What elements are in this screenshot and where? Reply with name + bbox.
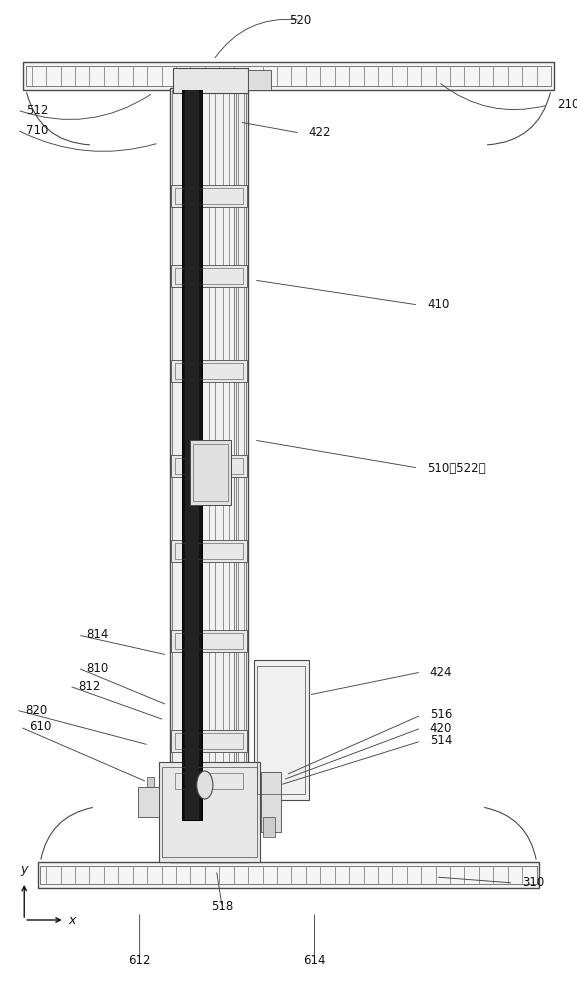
Text: 410: 410	[427, 298, 449, 311]
Text: x: x	[68, 914, 76, 927]
Bar	[171, 730, 247, 752]
Bar	[159, 762, 260, 862]
Text: 310: 310	[522, 876, 545, 890]
Bar	[171, 185, 247, 207]
Text: 710: 710	[26, 123, 48, 136]
Bar	[171, 540, 247, 562]
Bar	[170, 88, 248, 862]
Bar	[175, 268, 243, 284]
Text: 514: 514	[430, 734, 452, 748]
Bar	[171, 630, 247, 652]
Bar	[261, 772, 281, 832]
Bar	[175, 633, 243, 649]
Text: 210: 210	[557, 99, 577, 111]
Bar	[173, 68, 248, 93]
Bar	[172, 90, 182, 860]
Text: 420: 420	[430, 722, 452, 734]
Text: 520: 520	[289, 13, 311, 26]
Text: 610: 610	[29, 720, 51, 734]
Text: 512: 512	[26, 104, 48, 116]
Bar	[193, 444, 228, 501]
Text: 424: 424	[430, 666, 452, 679]
Bar	[162, 767, 257, 857]
Bar	[175, 188, 243, 204]
Bar	[40, 866, 537, 884]
Bar	[236, 90, 246, 860]
Bar	[185, 90, 234, 860]
Bar	[175, 773, 243, 789]
Text: 820: 820	[25, 704, 47, 716]
Bar	[175, 543, 243, 559]
Bar	[171, 265, 247, 287]
Bar	[182, 90, 202, 820]
Bar	[175, 733, 243, 749]
Circle shape	[197, 771, 213, 799]
Bar	[147, 777, 154, 787]
Bar	[175, 363, 243, 379]
Bar	[171, 360, 247, 382]
Bar	[254, 660, 309, 800]
Text: y: y	[21, 863, 28, 876]
Bar	[185, 90, 199, 820]
Bar	[248, 70, 271, 90]
Bar	[26, 66, 551, 86]
Bar	[23, 62, 554, 90]
Bar	[257, 666, 305, 794]
Bar	[190, 440, 231, 505]
Text: 812: 812	[78, 680, 100, 693]
Bar	[175, 458, 243, 474]
Bar	[171, 770, 247, 792]
Text: 810: 810	[87, 662, 109, 675]
Text: 422: 422	[309, 126, 331, 139]
Bar	[263, 817, 275, 837]
Text: 612: 612	[129, 954, 151, 966]
Text: 814: 814	[87, 629, 109, 642]
Bar	[171, 455, 247, 477]
Text: 510（522）: 510（522）	[427, 462, 486, 475]
Text: 614: 614	[304, 954, 325, 966]
Bar	[38, 862, 539, 888]
Bar	[138, 787, 159, 817]
Text: 518: 518	[211, 901, 233, 914]
Text: 516: 516	[430, 708, 452, 721]
